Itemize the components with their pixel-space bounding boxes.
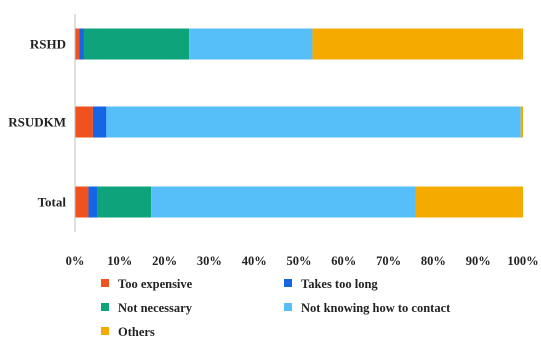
legend-label-others: Others bbox=[118, 325, 155, 338]
legend-swatch-others bbox=[101, 327, 109, 335]
bar-segment-rsudkm-too-expensive bbox=[75, 106, 93, 138]
legend-swatch-not-knowing-how-to-contact bbox=[284, 303, 292, 311]
legend-swatch-not-necessary bbox=[101, 303, 109, 311]
x-tick-label: 90% bbox=[466, 254, 491, 268]
bar-segment-rshd-not-necessary bbox=[83, 28, 190, 60]
legend: Too expensive Takes too long Not necessary… bbox=[101, 277, 451, 338]
bar-segment-total-not-necessary bbox=[97, 186, 152, 218]
legend-label-takes-too-long: Takes too long bbox=[301, 277, 378, 291]
legend-label-not-knowing-how-to-contact: Not knowing how to contact bbox=[301, 301, 451, 315]
x-tick-label: 50% bbox=[287, 254, 312, 268]
bar-segment-rsudkm-not-knowing-how-to-contact bbox=[106, 106, 521, 138]
bar-segment-rshd-others bbox=[312, 28, 523, 60]
legend-label-too-expensive: Too expensive bbox=[118, 277, 193, 291]
bar-segment-rshd-not-knowing-how-to-contact bbox=[189, 28, 313, 60]
legend-swatch-too-expensive bbox=[101, 279, 109, 287]
x-tick-label: 10% bbox=[107, 254, 132, 268]
category-labels: RSHD RSUDKM Total bbox=[8, 37, 66, 210]
bar-segment-total-others bbox=[415, 186, 523, 218]
bar-segment-total-too-expensive bbox=[75, 186, 89, 218]
category-label-total: Total bbox=[38, 195, 67, 210]
category-label-rsudkm: RSUDKM bbox=[8, 115, 66, 130]
x-tick-label: 100% bbox=[507, 254, 538, 268]
legend-swatch-takes-too-long bbox=[284, 279, 292, 287]
bar-segment-rsudkm-takes-too-long bbox=[92, 106, 107, 138]
legend-label-not-necessary: Not necessary bbox=[118, 301, 193, 315]
bar-segment-rsudkm-others bbox=[520, 106, 523, 138]
x-tick-label: 70% bbox=[376, 254, 401, 268]
x-tick-label: 30% bbox=[197, 254, 222, 268]
bar-segment-rshd-too-expensive bbox=[75, 28, 80, 60]
x-tick-label: 40% bbox=[242, 254, 267, 268]
bars-layer bbox=[75, 28, 523, 218]
x-axis-tick-labels: 0% 10% 20% 30% 40% 50% 60% 70% 80% 90% 100% bbox=[66, 254, 539, 268]
x-tick-label: 0% bbox=[66, 254, 85, 268]
category-label-rshd: RSHD bbox=[30, 37, 66, 52]
bar-segment-total-takes-too-long bbox=[88, 186, 98, 218]
x-tick-label: 60% bbox=[331, 254, 356, 268]
x-tick-label: 80% bbox=[421, 254, 446, 268]
bar-segment-total-not-knowing-how-to-contact bbox=[151, 186, 416, 218]
bar-segment-rshd-takes-too-long bbox=[79, 28, 84, 60]
x-tick-label: 20% bbox=[152, 254, 177, 268]
